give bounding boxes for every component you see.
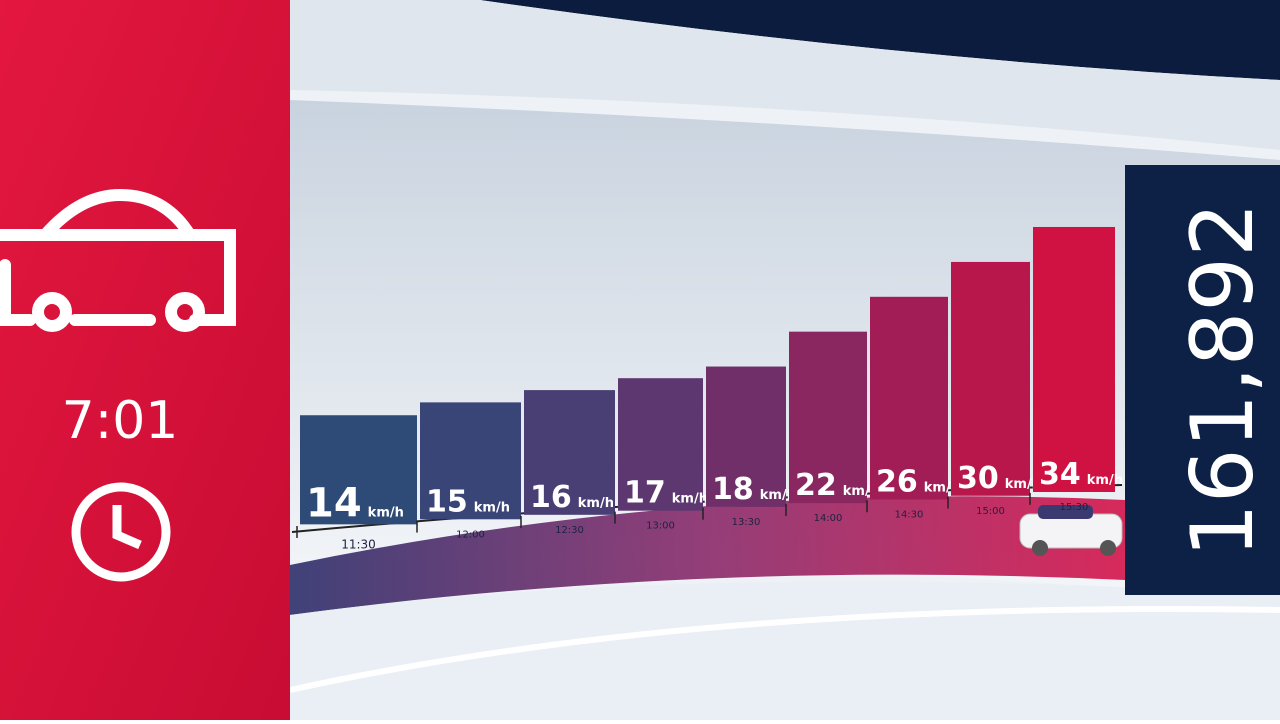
x-tick-label: 12:00	[456, 529, 485, 540]
bar-value: 30	[957, 461, 999, 496]
bar-value: 17	[624, 476, 666, 511]
bar-label: 26 km/h	[876, 464, 960, 499]
car-icon	[0, 188, 236, 332]
bar-label: 15 km/h	[426, 484, 510, 519]
clock-icon	[71, 482, 171, 582]
x-tick-label: 13:30	[732, 517, 761, 528]
bar-label: 18 km/h	[712, 472, 796, 507]
x-tick-label: 15:00	[976, 506, 1005, 517]
floor	[290, 581, 1280, 720]
bar	[524, 390, 615, 515]
bar	[870, 296, 948, 500]
bar-value: 34	[1039, 457, 1081, 492]
bar-label: 30 km/h	[957, 461, 1041, 496]
bar-label: 17 km/h	[624, 476, 708, 511]
bar	[1033, 226, 1115, 492]
x-tick-label: 13:00	[646, 521, 675, 532]
bar-unit: km/h	[924, 480, 960, 495]
left-panel	[0, 0, 290, 720]
police-car	[1019, 505, 1123, 556]
bar-value: 14	[306, 480, 362, 526]
bar	[789, 331, 867, 504]
x-tick-label: 15:30	[1060, 502, 1089, 513]
bar-value: 18	[712, 472, 754, 507]
top-band	[0, 0, 1280, 150]
bar	[618, 378, 703, 511]
floor-line	[289, 606, 1280, 693]
x-tick-label: 12:30	[555, 525, 584, 536]
bar-unit: km/h	[578, 496, 614, 511]
bar-unit: km/h	[843, 484, 879, 499]
bar	[951, 261, 1030, 496]
bar-unit: km/h	[368, 505, 404, 520]
ceiling	[480, 0, 1280, 80]
bar-value: 22	[795, 468, 837, 503]
bar-unit: km/h	[1005, 477, 1041, 492]
x-tick-label: 14:30	[895, 509, 924, 520]
bar-unit: km/h	[760, 488, 796, 503]
x-tick-label: 14:00	[814, 513, 843, 524]
bar-unit: km/h	[474, 500, 510, 515]
bar-unit: km/h	[1087, 473, 1123, 488]
bar	[300, 415, 417, 525]
clock-time: 7:01	[62, 391, 179, 451]
bar-unit: km/h	[672, 492, 708, 507]
bar-value: 16	[530, 480, 572, 515]
bar-label: 22 km/h	[795, 468, 879, 503]
bar-label: 34 km/h	[1039, 457, 1123, 492]
bar-value: 15	[426, 484, 468, 519]
bar-label: 14 km/h	[306, 480, 404, 526]
bar	[420, 402, 521, 520]
x-tick-label: 11:30	[341, 537, 376, 551]
bar-value: 26	[876, 464, 918, 499]
floor-band	[290, 496, 1125, 615]
right-panel	[1125, 165, 1280, 595]
counter: 161,892	[1173, 202, 1273, 558]
bar	[706, 366, 786, 507]
bar-label: 16 km/h	[530, 480, 614, 515]
